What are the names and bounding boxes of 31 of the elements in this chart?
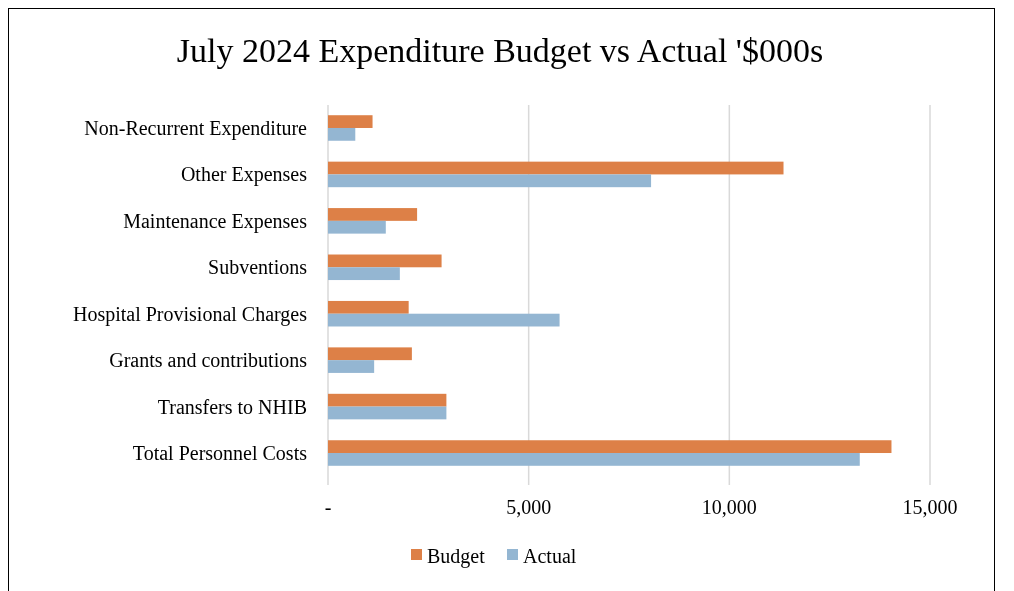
y-tick-label: Maintenance Expenses bbox=[123, 209, 308, 233]
y-tick-label: Other Expenses bbox=[180, 163, 308, 187]
bar bbox=[328, 115, 373, 128]
bar bbox=[328, 254, 442, 268]
bar bbox=[328, 360, 375, 373]
bar bbox=[328, 313, 560, 327]
bar bbox=[328, 267, 400, 281]
bar bbox=[328, 127, 356, 141]
bar bbox=[328, 220, 386, 234]
x-tick-label: 15,000 bbox=[902, 496, 958, 518]
y-tick-label: Hospital Provisional Charges bbox=[72, 302, 308, 326]
bar bbox=[328, 208, 418, 221]
y-tick-label: Grants and contributions bbox=[109, 349, 308, 372]
x-tick-label: 10,000 bbox=[701, 496, 757, 518]
bar bbox=[328, 174, 652, 188]
bar bbox=[328, 300, 409, 314]
bar bbox=[328, 440, 892, 454]
y-tick-label: Non-Recurrent Expenditure bbox=[84, 116, 308, 140]
y-tick-label: Transfers to NHIB bbox=[157, 395, 307, 418]
x-tick-label: 5,000 bbox=[506, 496, 552, 518]
chart-title: July 2024 Expenditure Budget vs Actual '$000s bbox=[176, 32, 824, 69]
y-tick-label: Total Personnel Costs bbox=[132, 442, 308, 465]
bar bbox=[328, 347, 412, 361]
x-tick-label: - bbox=[324, 496, 332, 518]
bar bbox=[328, 393, 447, 407]
bar bbox=[328, 453, 860, 466]
bar bbox=[328, 161, 784, 175]
legend-label: Actual bbox=[523, 545, 577, 567]
y-tick-label: Subventions bbox=[208, 256, 308, 279]
legend-label: Budget bbox=[427, 545, 486, 568]
bar bbox=[328, 406, 447, 420]
